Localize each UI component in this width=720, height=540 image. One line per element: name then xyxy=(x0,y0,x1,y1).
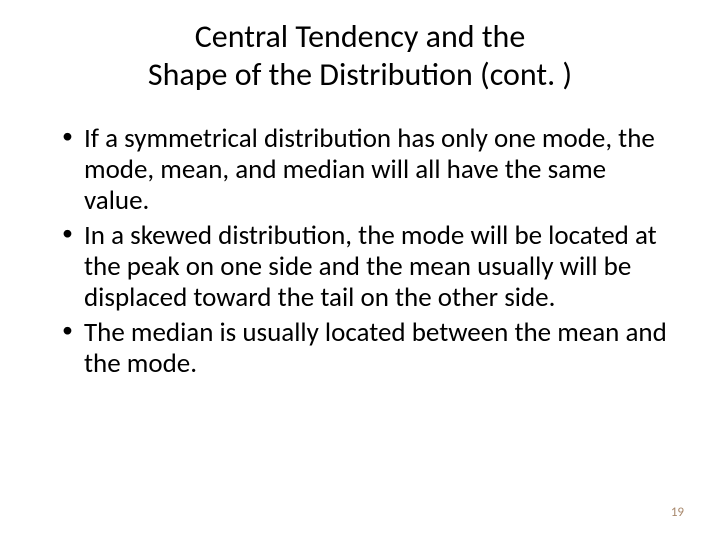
bullet-item: In a skewed distribution, the mode will … xyxy=(58,220,670,313)
title-line-1: Central Tendency and the xyxy=(195,17,526,56)
title-line-2: Shape of the Distribution (cont. ) xyxy=(148,55,572,94)
bullet-item: The median is usually located between th… xyxy=(58,317,670,379)
bullet-item: If a symmetrical distribution has only o… xyxy=(58,123,670,216)
bullet-list: If a symmetrical distribution has only o… xyxy=(50,123,670,379)
slide-container: Central Tendency and the Shape of the Di… xyxy=(0,0,720,540)
page-number: 19 xyxy=(671,505,684,520)
slide-title: Central Tendency and the Shape of the Di… xyxy=(50,18,670,95)
